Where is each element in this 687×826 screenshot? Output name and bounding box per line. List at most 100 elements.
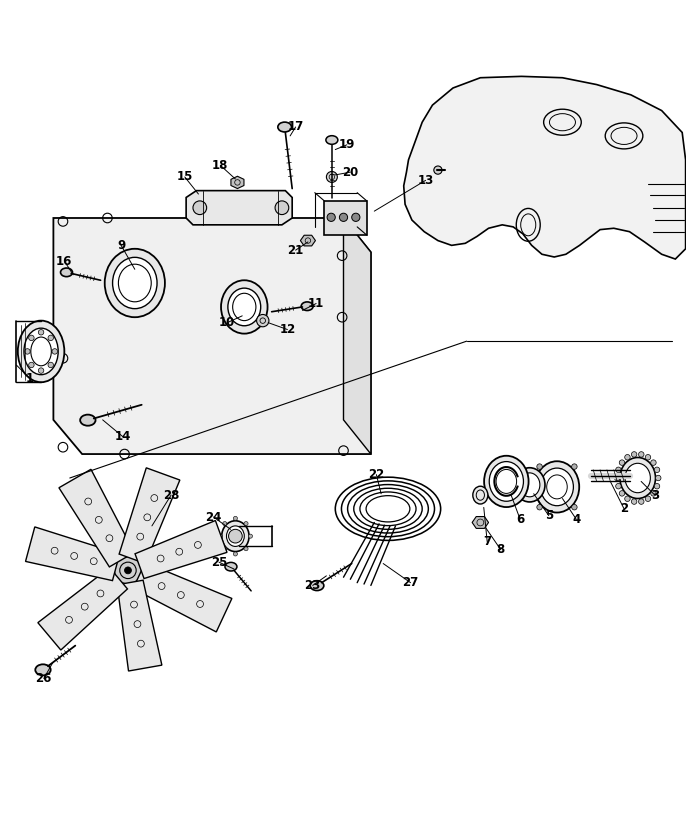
Ellipse shape bbox=[484, 456, 528, 507]
Text: 10: 10 bbox=[219, 316, 236, 330]
Circle shape bbox=[619, 491, 624, 496]
Circle shape bbox=[48, 363, 54, 368]
Circle shape bbox=[645, 454, 651, 460]
Circle shape bbox=[38, 330, 44, 335]
Text: 6: 6 bbox=[516, 513, 524, 525]
Circle shape bbox=[654, 467, 660, 472]
Circle shape bbox=[234, 552, 238, 556]
Text: 12: 12 bbox=[280, 323, 295, 336]
Circle shape bbox=[327, 213, 335, 221]
Text: 23: 23 bbox=[304, 579, 321, 592]
Text: 21: 21 bbox=[287, 244, 304, 257]
Circle shape bbox=[223, 547, 227, 551]
Circle shape bbox=[614, 475, 620, 481]
Circle shape bbox=[275, 201, 289, 215]
Polygon shape bbox=[119, 468, 180, 563]
Circle shape bbox=[537, 505, 542, 510]
Circle shape bbox=[193, 201, 207, 215]
Polygon shape bbox=[186, 191, 292, 225]
Ellipse shape bbox=[225, 563, 237, 571]
Ellipse shape bbox=[301, 301, 313, 311]
Circle shape bbox=[38, 368, 44, 373]
Text: 1: 1 bbox=[26, 373, 34, 385]
Ellipse shape bbox=[24, 328, 58, 375]
Circle shape bbox=[352, 213, 360, 221]
Circle shape bbox=[257, 315, 269, 327]
Text: 13: 13 bbox=[418, 173, 433, 187]
Polygon shape bbox=[404, 76, 686, 259]
Circle shape bbox=[631, 452, 637, 457]
Ellipse shape bbox=[35, 664, 51, 676]
Polygon shape bbox=[344, 218, 371, 454]
Circle shape bbox=[326, 172, 337, 183]
Ellipse shape bbox=[80, 415, 95, 425]
Polygon shape bbox=[117, 580, 162, 671]
Ellipse shape bbox=[18, 320, 65, 382]
Text: 16: 16 bbox=[56, 254, 73, 268]
Bar bbox=[324, 201, 367, 235]
Ellipse shape bbox=[489, 462, 523, 501]
Circle shape bbox=[537, 464, 542, 469]
Circle shape bbox=[651, 491, 656, 496]
Ellipse shape bbox=[473, 487, 488, 504]
Text: 18: 18 bbox=[212, 159, 229, 172]
Polygon shape bbox=[59, 469, 134, 567]
Text: 14: 14 bbox=[115, 430, 131, 444]
Circle shape bbox=[223, 521, 227, 525]
Polygon shape bbox=[135, 520, 227, 578]
Circle shape bbox=[229, 529, 243, 543]
Ellipse shape bbox=[541, 468, 574, 506]
Ellipse shape bbox=[60, 268, 73, 277]
Ellipse shape bbox=[227, 526, 245, 547]
Text: 17: 17 bbox=[287, 121, 304, 134]
Circle shape bbox=[651, 460, 656, 465]
Circle shape bbox=[48, 335, 54, 340]
Circle shape bbox=[572, 505, 577, 510]
Circle shape bbox=[244, 521, 248, 525]
Ellipse shape bbox=[278, 122, 291, 132]
Circle shape bbox=[249, 534, 253, 539]
Circle shape bbox=[29, 363, 34, 368]
Circle shape bbox=[29, 335, 34, 340]
Polygon shape bbox=[300, 235, 315, 246]
Text: 19: 19 bbox=[339, 138, 355, 151]
Text: 25: 25 bbox=[211, 556, 227, 568]
Text: 8: 8 bbox=[497, 544, 505, 557]
Text: 26: 26 bbox=[36, 672, 52, 685]
Circle shape bbox=[616, 483, 621, 489]
Circle shape bbox=[638, 499, 644, 505]
Ellipse shape bbox=[620, 458, 655, 499]
Circle shape bbox=[124, 567, 131, 574]
Circle shape bbox=[52, 349, 58, 354]
Circle shape bbox=[631, 499, 637, 505]
Ellipse shape bbox=[104, 249, 165, 317]
Ellipse shape bbox=[222, 520, 249, 552]
Circle shape bbox=[433, 166, 442, 174]
Circle shape bbox=[619, 460, 624, 465]
Ellipse shape bbox=[625, 463, 651, 493]
Text: 5: 5 bbox=[545, 509, 553, 522]
Text: 22: 22 bbox=[368, 468, 385, 481]
Circle shape bbox=[244, 547, 248, 551]
Polygon shape bbox=[133, 563, 232, 632]
Circle shape bbox=[645, 496, 651, 501]
Circle shape bbox=[572, 464, 577, 469]
Ellipse shape bbox=[113, 258, 157, 309]
Circle shape bbox=[638, 452, 644, 457]
Polygon shape bbox=[231, 176, 244, 188]
Ellipse shape bbox=[228, 288, 260, 325]
Polygon shape bbox=[38, 567, 128, 650]
Circle shape bbox=[655, 475, 661, 481]
Ellipse shape bbox=[534, 461, 579, 513]
Ellipse shape bbox=[221, 280, 267, 334]
Circle shape bbox=[25, 349, 30, 354]
Circle shape bbox=[218, 534, 223, 539]
Circle shape bbox=[624, 454, 630, 460]
Polygon shape bbox=[25, 527, 120, 581]
Circle shape bbox=[624, 496, 630, 501]
Text: 24: 24 bbox=[205, 510, 222, 524]
Polygon shape bbox=[54, 218, 371, 454]
Polygon shape bbox=[472, 516, 488, 529]
Ellipse shape bbox=[310, 581, 324, 591]
Text: 7: 7 bbox=[483, 535, 491, 548]
